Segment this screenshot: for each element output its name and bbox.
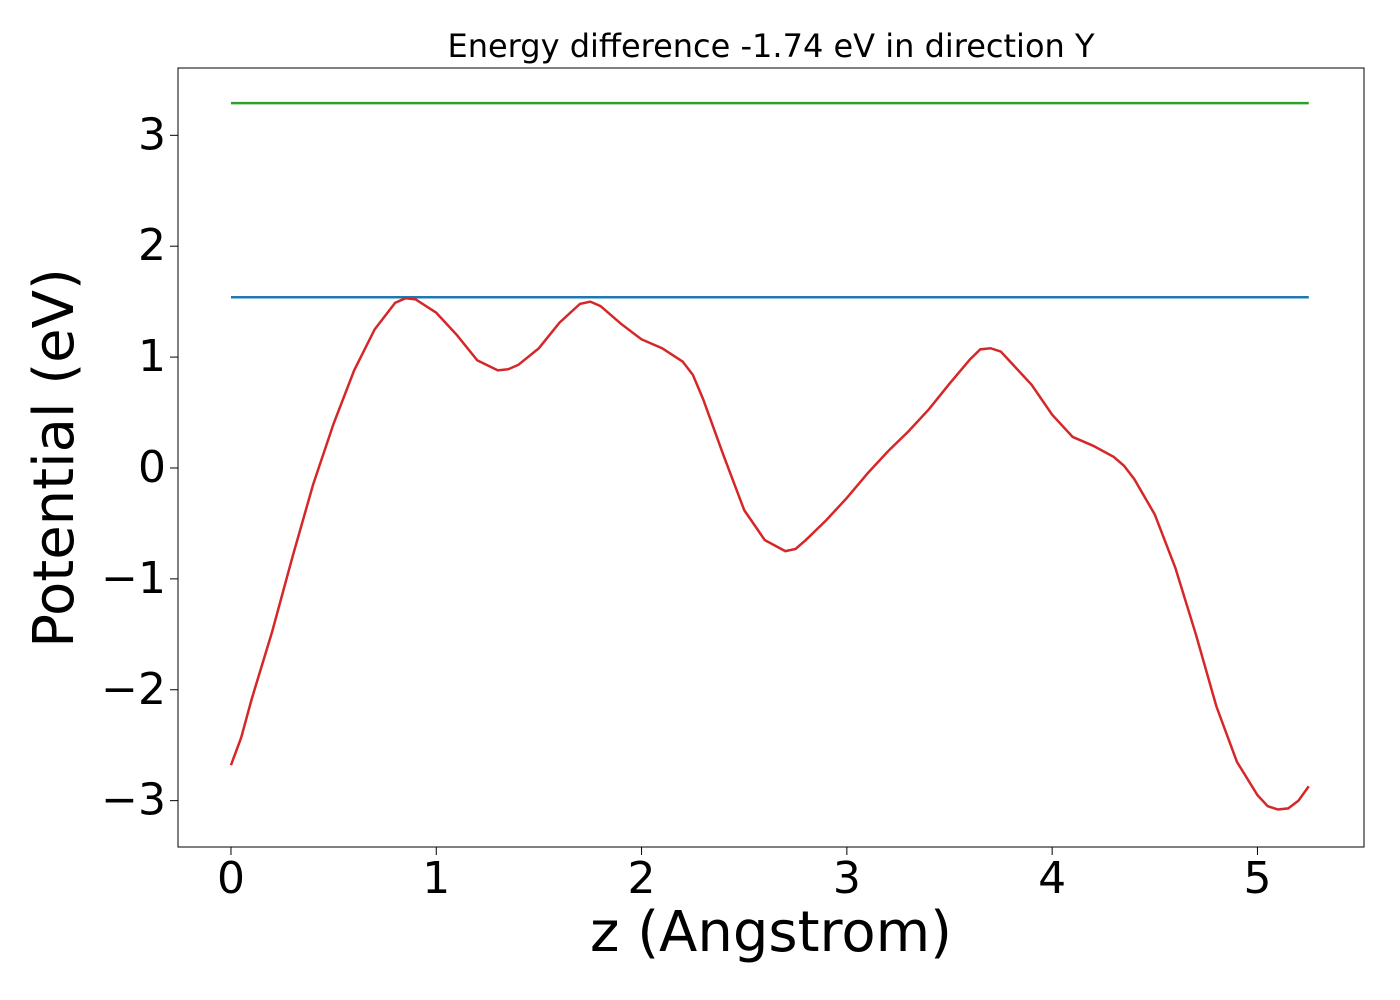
line-series [229, 297, 1310, 811]
y-tick-label: −3 [101, 775, 166, 826]
x-tick-label: 3 [833, 853, 861, 904]
y-tick-label: −1 [101, 553, 166, 604]
chart-title: Energy difference -1.74 eV in direction … [447, 27, 1094, 65]
x-tick-label: 4 [1038, 853, 1066, 904]
y-tick-label: 2 [138, 220, 166, 271]
x-tick-label: 0 [217, 853, 245, 904]
x-tick-label: 2 [628, 853, 656, 904]
x-tick-label: 1 [422, 853, 450, 904]
y-tick-label: 0 [138, 442, 166, 493]
plot-frame [177, 67, 1365, 848]
y-tick-label: −2 [101, 664, 166, 715]
y-tick-label: 3 [138, 109, 166, 160]
x-axis-label: z (Angstrom) [590, 900, 952, 965]
y-tick-label: 1 [138, 331, 166, 382]
x-tick-label: 5 [1243, 853, 1271, 904]
y-axis-label: Potential (eV) [22, 268, 87, 648]
